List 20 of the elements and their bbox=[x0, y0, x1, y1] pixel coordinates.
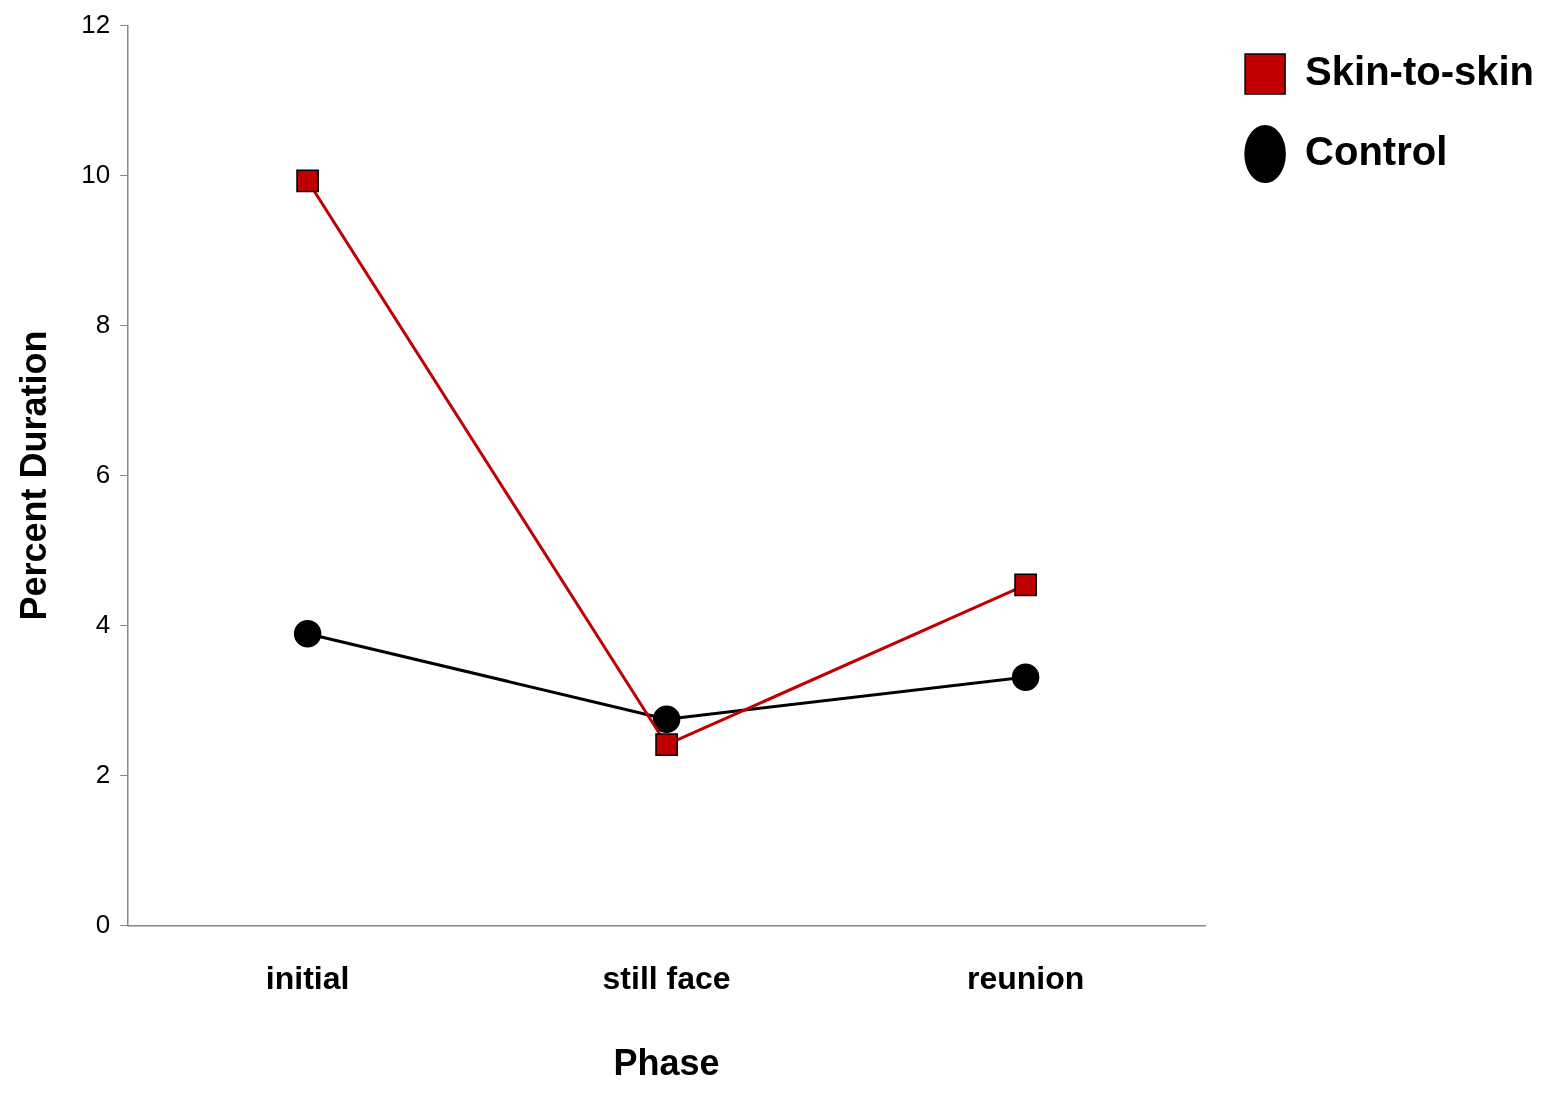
y-tick-label: 2 bbox=[95, 758, 111, 789]
y-tick-label: 8 bbox=[95, 308, 111, 339]
legend-label: Skin-to-skin bbox=[1305, 49, 1534, 94]
point bbox=[652, 705, 681, 733]
x-tick-label: reunion bbox=[966, 960, 1085, 997]
y-tick-label: 12 bbox=[81, 8, 111, 39]
y-axis-title: Percent Duration bbox=[12, 330, 54, 621]
y-tick-label: 4 bbox=[95, 608, 111, 639]
point bbox=[655, 733, 678, 757]
x-tick-label: initial bbox=[265, 960, 350, 997]
y-tick-label: 0 bbox=[95, 908, 111, 939]
y-tick-label: 10 bbox=[81, 158, 111, 189]
point bbox=[1014, 573, 1037, 597]
x-axis-title: Phase bbox=[613, 1042, 720, 1084]
y-tick-label: 6 bbox=[95, 458, 111, 489]
point bbox=[293, 619, 322, 648]
point bbox=[296, 169, 319, 193]
legend-label: Control bbox=[1305, 129, 1448, 174]
x-tick-label: still face bbox=[602, 960, 731, 997]
point bbox=[1011, 663, 1040, 691]
